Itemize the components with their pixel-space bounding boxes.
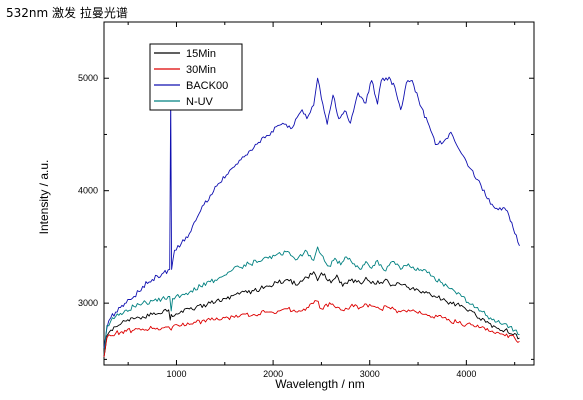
y-axis-label: Intensity / a.u. xyxy=(37,160,51,235)
y-tick-label: 5000 xyxy=(78,73,98,83)
legend-label: N-UV xyxy=(186,96,214,108)
legend-box xyxy=(149,43,243,111)
series-line-n-uv xyxy=(103,246,520,355)
y-tick-label: 4000 xyxy=(78,186,98,196)
series-line-back00 xyxy=(103,76,520,349)
x-tick-label: 4000 xyxy=(456,369,476,379)
y-tick-label: 3000 xyxy=(78,298,98,308)
y-axis: 3000 4000 5000 xyxy=(78,21,534,360)
x-tick-label: 3000 xyxy=(360,369,380,379)
series-line-30min xyxy=(103,300,520,358)
x-tick-label: 2000 xyxy=(263,369,283,379)
x-axis-label: Wavelength / nm xyxy=(275,377,365,391)
x-tick-label: 1000 xyxy=(166,369,186,379)
legend-label: 15Min xyxy=(186,48,216,60)
series-line-15min xyxy=(103,271,520,358)
legend-label: 30Min xyxy=(186,64,216,76)
legend-label: BACK00 xyxy=(186,80,228,92)
series-layer xyxy=(103,76,520,358)
plot-frame xyxy=(103,21,535,366)
plot-border xyxy=(103,21,535,366)
legend: 15Min 30Min BACK00 N-UV xyxy=(149,43,243,111)
page-title: 532nm 激发 拉曼光谱 xyxy=(6,6,128,20)
x-axis: 1000 2000 3000 4000 xyxy=(127,22,516,379)
